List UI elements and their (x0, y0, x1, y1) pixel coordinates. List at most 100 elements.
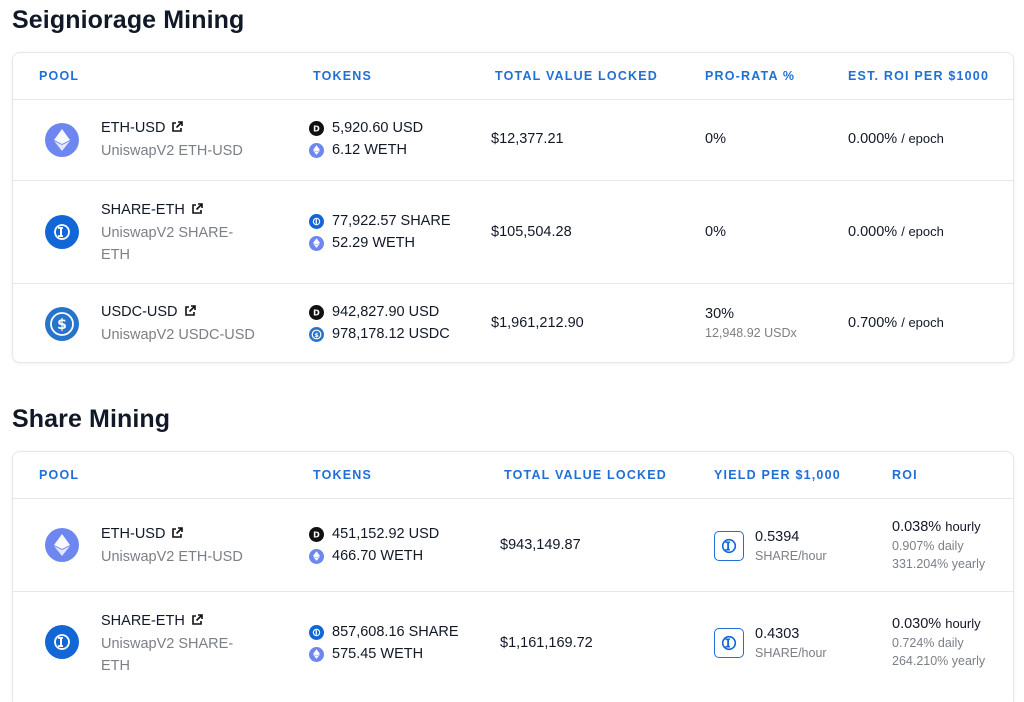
token-amount: 6.12 WETH (332, 142, 407, 158)
token-line: 466.70 WETH (309, 548, 423, 564)
header-tvl: TOTAL VALUE LOCKED (495, 69, 659, 83)
token-line: D 5,920.60 USD (309, 120, 423, 136)
roi-percent: 0.000% (848, 224, 898, 240)
table-row[interactable]: ETH-USD UniswapV2 ETH-USD D 5,920.60 USD… (13, 100, 1013, 181)
external-link-icon[interactable] (184, 305, 196, 321)
usdc-icon: $ (45, 307, 79, 341)
dollar-token-icon: D (309, 526, 324, 542)
token-line: 575.45 WETH (309, 646, 423, 662)
eth-icon (45, 123, 79, 157)
weth-token-icon (309, 646, 324, 662)
roi-unit: / epoch (901, 315, 944, 330)
svg-text:D: D (313, 124, 320, 133)
roi-daily: 0.724% daily (892, 636, 964, 650)
share-token-icon (309, 213, 324, 229)
tvl-value: $12,377.21 (491, 131, 564, 147)
token-amount: 942,827.90 USD (332, 304, 440, 320)
share-icon (45, 625, 79, 659)
yield-unit: SHARE/hour (755, 646, 827, 660)
share-mining-title: Share Mining (12, 405, 171, 433)
header-tvl: TOTAL VALUE LOCKED (504, 468, 668, 482)
token-line: D 451,152.92 USD (309, 526, 439, 542)
table-row[interactable]: ETH-USD UniswapV2 ETH-USD D 451,152.92 U… (13, 499, 1013, 592)
share-token-icon (309, 624, 324, 640)
roi-daily: 0.907% daily (892, 539, 964, 553)
prorata-value: 0% (705, 224, 726, 240)
pool-subtitle: UniswapV2 ETH-USD (101, 549, 243, 565)
roi-unit: / epoch (901, 131, 944, 146)
pool-link[interactable]: SHARE-ETH (101, 613, 203, 630)
external-link-icon[interactable] (191, 203, 203, 219)
token-line: 77,922.57 SHARE (309, 213, 451, 229)
pool-name: SHARE-ETH (101, 613, 185, 629)
roi-percent: 0.030% (892, 616, 942, 632)
roi-unit: / epoch (901, 224, 944, 239)
token-line: 52.29 WETH (309, 235, 415, 251)
header-yield: YIELD PER $1,000 (714, 468, 841, 482)
token-line: 6.12 WETH (309, 142, 407, 158)
tvl-value: $1,961,212.90 (491, 315, 584, 331)
pool-link[interactable]: ETH-USD (101, 526, 184, 543)
tvl-value: $1,161,169.72 (500, 635, 593, 651)
weth-token-icon (309, 142, 324, 158)
token-amount: 451,152.92 USD (332, 526, 440, 542)
pool-link[interactable]: ETH-USD (101, 120, 184, 137)
token-amount: 52.29 WETH (332, 235, 415, 251)
roi-unit: hourly (945, 519, 981, 534)
token-line: $ 978,178.12 USDC (309, 326, 450, 342)
roi-value: 0.700% / epoch (848, 315, 944, 331)
roi-value: 0.000% / epoch (848, 224, 944, 240)
roi-percent: 0.038% (892, 519, 942, 535)
table-row[interactable]: $ USDC-USD UniswapV2 USDC-USD D 942,827.… (13, 284, 1013, 362)
roi-hourly: 0.030% hourly (892, 616, 981, 632)
weth-token-icon (309, 235, 324, 251)
external-link-icon[interactable] (171, 121, 184, 137)
pool-link[interactable]: USDC-USD (101, 304, 196, 321)
pool-subtitle: UniswapV2 ETH-USD (101, 143, 243, 159)
header-roi: ROI (892, 468, 918, 482)
dollar-token-icon: D (309, 120, 324, 136)
pool-name: ETH-USD (101, 526, 166, 542)
weth-token-icon (309, 548, 324, 564)
header-tokens: TOKENS (313, 69, 373, 83)
tvl-value: $105,504.28 (491, 224, 572, 240)
roi-percent: 0.700% (848, 315, 898, 331)
tvl-value: $943,149.87 (500, 537, 581, 553)
prorata-value: 0% (705, 131, 726, 147)
svg-text:D: D (313, 530, 320, 539)
table-row[interactable]: SHARE-ETH UniswapV2 SHARE-ETH 77,922.57 … (13, 181, 1013, 284)
roi-percent: 0.000% (848, 131, 898, 147)
external-link-icon[interactable] (171, 527, 184, 543)
external-link-icon[interactable] (191, 614, 203, 630)
pool-name: ETH-USD (101, 120, 166, 136)
prorata-value: 30% (705, 306, 735, 322)
svg-text:$: $ (57, 317, 67, 333)
token-amount: 857,608.16 SHARE (332, 624, 459, 640)
share-token-icon (714, 628, 744, 658)
eth-icon (45, 528, 79, 562)
pool-name: USDC-USD (101, 304, 178, 320)
seigniorage-table: POOL TOKENS TOTAL VALUE LOCKED PRO-RATA … (12, 52, 1014, 363)
yield-value: 0.5394 (755, 529, 800, 545)
share-mining-table: POOL TOKENS TOTAL VALUE LOCKED YIELD PER… (12, 451, 1014, 702)
token-amount: 5,920.60 USD (332, 120, 424, 136)
token-amount: 575.45 WETH (332, 646, 424, 662)
dollar-token-icon: D (309, 304, 324, 320)
svg-text:D: D (313, 308, 320, 317)
pool-link[interactable]: SHARE-ETH (101, 202, 203, 219)
roi-yearly: 264.210% yearly (892, 654, 986, 668)
token-line: D 942,827.90 USD (309, 304, 439, 320)
roi-unit: hourly (945, 616, 981, 631)
table-header: POOL TOKENS TOTAL VALUE LOCKED YIELD PER… (13, 452, 1013, 499)
header-pool: POOL (39, 69, 80, 83)
pool-subtitle: UniswapV2 USDC-USD (101, 327, 255, 343)
pool-name: SHARE-ETH (101, 202, 185, 218)
prorata-subvalue: 12,948.92 USDx (705, 326, 797, 340)
share-icon (45, 215, 79, 249)
share-token-icon (714, 531, 744, 561)
roi-hourly: 0.038% hourly (892, 519, 981, 535)
header-roi: EST. ROI PER $1000 (848, 69, 990, 83)
seigniorage-title: Seigniorage Mining (12, 6, 245, 34)
roi-yearly: 331.204% yearly (892, 557, 986, 571)
table-row[interactable]: SHARE-ETH UniswapV2 SHARE-ETH 857,608.16… (13, 592, 1013, 702)
